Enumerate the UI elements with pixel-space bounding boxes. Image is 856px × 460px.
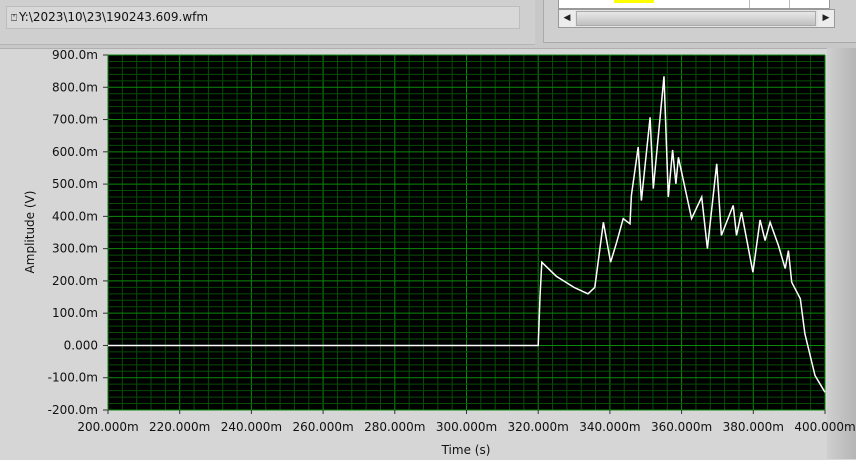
x-tick-label: 340.000m xyxy=(579,420,640,434)
highlighted-cell[interactable] xyxy=(614,0,654,3)
tick-labels: 200.000m 220.000m 240.000m 260.000m 280.000m… xyxy=(48,48,856,434)
x-tick-label: 260.000m xyxy=(292,420,353,434)
file-path-panel: ⍞ Y:\2023\10\23\190243.609.wfm xyxy=(0,0,535,45)
x-axis-label: Time (s) xyxy=(441,443,491,457)
horizontal-scrollbar[interactable]: ◀ ▶ xyxy=(558,9,835,28)
x-tick-label: 280.000m xyxy=(364,420,425,434)
y-tick-label: 0.000 xyxy=(64,338,98,352)
y-tick-label: 900.0m xyxy=(52,48,98,62)
y-tick-label: -100.0m xyxy=(48,371,98,385)
file-path-indicator[interactable]: ⍞ Y:\2023\10\23\190243.609.wfm xyxy=(6,6,520,29)
x-tick-label: 400.000m xyxy=(794,420,855,434)
y-tick-label: 500.0m xyxy=(52,177,98,191)
x-tick-label: 380.000m xyxy=(723,420,784,434)
scrollbar-thumb[interactable] xyxy=(576,11,816,26)
y-tick-label: -200.0m xyxy=(48,403,98,417)
y-tick-label: 700.0m xyxy=(52,113,98,127)
x-tick-label: 200.000m xyxy=(77,420,138,434)
scroll-right-button[interactable]: ▶ xyxy=(818,10,834,27)
scroll-left-button[interactable]: ◀ xyxy=(559,10,575,27)
x-tick-label: 220.000m xyxy=(149,420,210,434)
x-tick-label: 240.000m xyxy=(221,420,282,434)
y-tick-label: 400.0m xyxy=(52,209,98,223)
graph-side-bar xyxy=(827,48,856,459)
y-tick-label: 600.0m xyxy=(52,145,98,159)
x-tick-label: 320.000m xyxy=(508,420,569,434)
y-axis-label: Amplitude (V) xyxy=(23,191,37,274)
waveform-trace xyxy=(108,76,826,393)
x-tick-label: 300.000m xyxy=(436,420,497,434)
x-tick-label: 360.000m xyxy=(651,420,712,434)
column-divider xyxy=(749,0,750,8)
table-panel: ◀ ▶ xyxy=(543,0,856,43)
y-tick-label: 200.0m xyxy=(52,274,98,288)
y-tick-label: 100.0m xyxy=(52,306,98,320)
grid xyxy=(107,54,826,411)
file-path-value: Y:\2023\10\23\190243.609.wfm xyxy=(19,10,209,24)
column-divider xyxy=(789,0,790,8)
y-tick-label: 800.0m xyxy=(52,80,98,94)
y-tick-label: 300.0m xyxy=(52,242,98,256)
table-control[interactable] xyxy=(558,0,830,9)
path-icon: ⍞ xyxy=(11,13,17,24)
